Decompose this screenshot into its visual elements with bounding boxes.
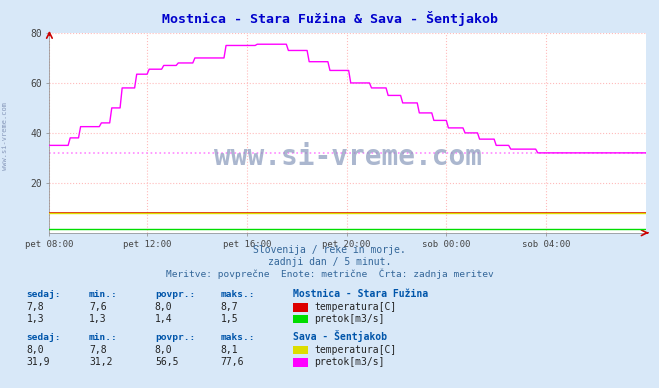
Text: povpr.:: povpr.:	[155, 333, 195, 341]
Text: maks.:: maks.:	[221, 333, 255, 341]
Text: sedaj:: sedaj:	[26, 333, 61, 341]
Text: Mostnica - Stara Fužina & Sava - Šentjakob: Mostnica - Stara Fužina & Sava - Šentjak…	[161, 11, 498, 26]
Text: 1,5: 1,5	[221, 314, 239, 324]
Text: temperatura[C]: temperatura[C]	[314, 345, 397, 355]
Text: 31,2: 31,2	[89, 357, 113, 367]
Text: 7,8: 7,8	[89, 345, 107, 355]
Text: pretok[m3/s]: pretok[m3/s]	[314, 357, 385, 367]
Text: zadnji dan / 5 minut.: zadnji dan / 5 minut.	[268, 257, 391, 267]
Text: 1,3: 1,3	[26, 314, 44, 324]
Text: Mostnica - Stara Fužina: Mostnica - Stara Fužina	[293, 289, 428, 299]
Text: www.si-vreme.com: www.si-vreme.com	[2, 102, 9, 170]
Text: Slovenija / reke in morje.: Slovenija / reke in morje.	[253, 245, 406, 255]
Text: 31,9: 31,9	[26, 357, 50, 367]
Text: sedaj:: sedaj:	[26, 290, 61, 299]
Text: pretok[m3/s]: pretok[m3/s]	[314, 314, 385, 324]
Text: temperatura[C]: temperatura[C]	[314, 302, 397, 312]
Text: 1,4: 1,4	[155, 314, 173, 324]
Text: 7,6: 7,6	[89, 302, 107, 312]
Text: 8,0: 8,0	[26, 345, 44, 355]
Text: 8,7: 8,7	[221, 302, 239, 312]
Text: 8,1: 8,1	[221, 345, 239, 355]
Text: 8,0: 8,0	[155, 302, 173, 312]
Text: min.:: min.:	[89, 290, 118, 299]
Text: 77,6: 77,6	[221, 357, 244, 367]
Text: maks.:: maks.:	[221, 290, 255, 299]
Text: 7,8: 7,8	[26, 302, 44, 312]
Text: povpr.:: povpr.:	[155, 290, 195, 299]
Text: 8,0: 8,0	[155, 345, 173, 355]
Text: 1,3: 1,3	[89, 314, 107, 324]
Text: Sava - Šentjakob: Sava - Šentjakob	[293, 329, 387, 341]
Text: 56,5: 56,5	[155, 357, 179, 367]
Text: www.si-vreme.com: www.si-vreme.com	[214, 143, 482, 171]
Text: min.:: min.:	[89, 333, 118, 341]
Text: Meritve: povprečne  Enote: metrične  Črta: zadnja meritev: Meritve: povprečne Enote: metrične Črta:…	[165, 268, 494, 279]
